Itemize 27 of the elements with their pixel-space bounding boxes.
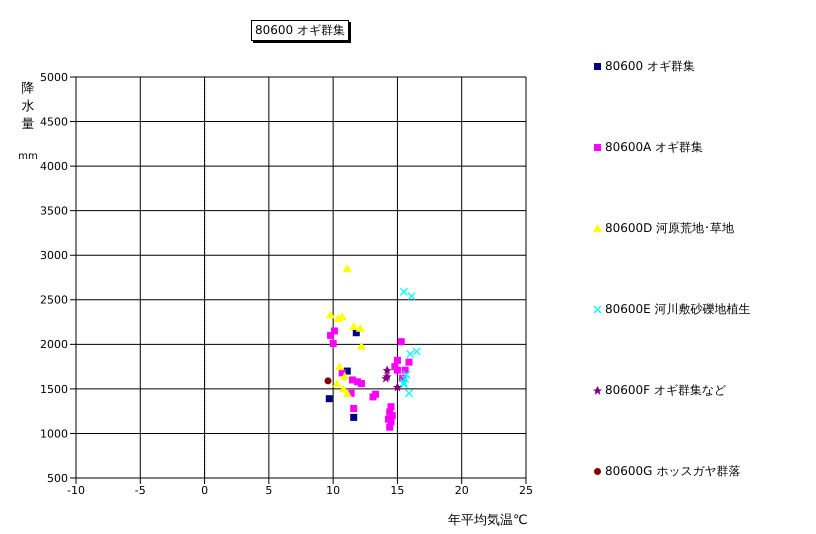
- y-tick-label: 1500: [40, 382, 68, 396]
- legend-label: 80600F オギ群集など: [605, 382, 726, 399]
- x-tick-label: 5: [265, 484, 272, 497]
- y-tick-label: 5000: [40, 70, 68, 84]
- chart-title: 80600 オギ群集: [251, 20, 349, 41]
- x-tick-label: -5: [134, 484, 146, 497]
- legend-label: 80600E 河川敷砂礫地植生: [605, 301, 751, 318]
- x-tick-label: 20: [454, 484, 469, 497]
- y-tick-label: 3500: [40, 204, 68, 218]
- x-axis-title: 年平均気温℃: [448, 512, 528, 529]
- y-tick-label: 3000: [40, 249, 68, 262]
- y-tick-label: 1000: [40, 427, 68, 440]
- y-tick-label: 4000: [40, 160, 68, 174]
- y-tick-label: 2500: [40, 294, 68, 307]
- x-tick-label: 15: [390, 484, 404, 497]
- legend-label: 80600D 河原荒地･草地: [605, 220, 734, 237]
- y-tick-label: 2000: [40, 338, 68, 352]
- x-tick-label: 0: [201, 484, 208, 497]
- legend-label: 80600A オギ群集: [605, 139, 704, 156]
- legend-label: 80600 オギ群集: [605, 58, 695, 75]
- x-tick-label: 25: [519, 484, 533, 497]
- x-tick-label: -10: [67, 484, 85, 497]
- text: 降水量 mm: [18, 81, 38, 162]
- y-tick-label: 4500: [40, 115, 68, 128]
- legend-label: 80600G ホッスガヤ群落: [605, 463, 740, 480]
- y-tick-label: 500: [47, 472, 68, 485]
- x-tick-label: 10: [326, 484, 340, 497]
